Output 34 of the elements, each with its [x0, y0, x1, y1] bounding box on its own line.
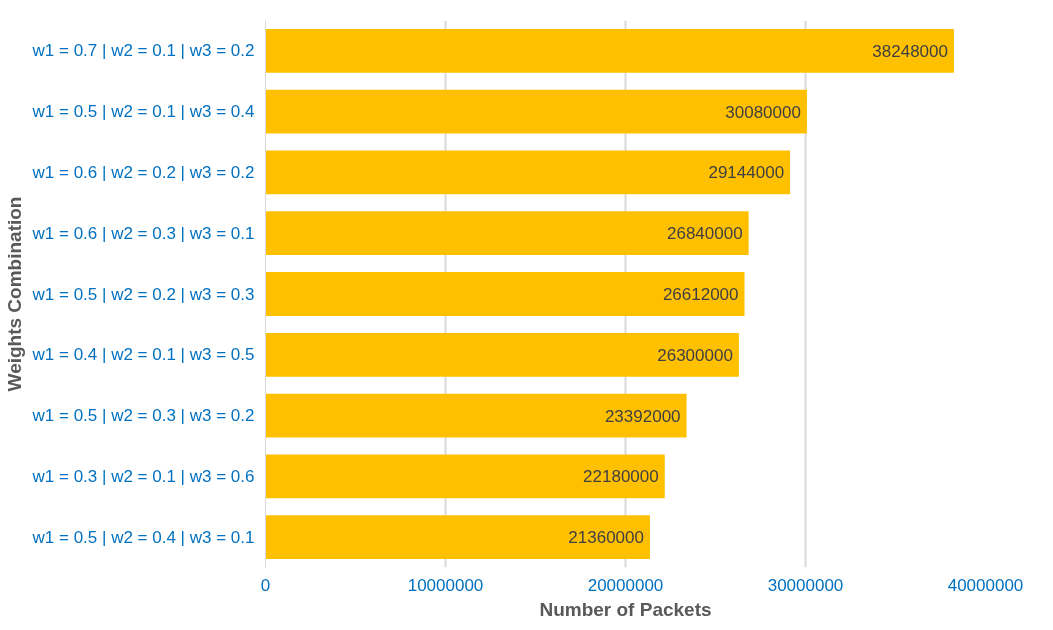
- x-tick-label: 40000000: [947, 575, 1024, 595]
- data-label: 38248000: [872, 41, 948, 61]
- bar: [265, 150, 791, 195]
- y-tick-label: w1 = 0.7 | w2 = 0.1 | w3 = 0.2: [31, 41, 255, 61]
- data-label: 26840000: [666, 224, 743, 244]
- bar: [265, 89, 807, 134]
- data-label: 21360000: [568, 528, 644, 548]
- y-tick-label: w1 = 0.5 | w2 = 0.3 | w3 = 0.2: [31, 406, 255, 426]
- bar: [265, 272, 745, 316]
- x-tick-label: 20000000: [587, 575, 664, 595]
- bar: [265, 515, 650, 559]
- x-axis-title: Number of Packets: [539, 598, 712, 620]
- x-tick-label: 0: [260, 575, 271, 595]
- x-tick-label: 30000000: [767, 575, 844, 595]
- bar: [265, 211, 749, 256]
- y-tick-label: w1 = 0.4 | w2 = 0.1 | w3 = 0.5: [31, 345, 255, 365]
- bar: [265, 332, 739, 377]
- data-label: 22180000: [583, 467, 659, 487]
- y-tick-label: w1 = 0.6 | w2 = 0.2 | w3 = 0.2: [31, 162, 255, 182]
- data-label: 26300000: [657, 345, 733, 365]
- y-tick-label: w1 = 0.5 | w2 = 0.1 | w3 = 0.4: [31, 102, 255, 122]
- bar: [265, 29, 954, 73]
- y-tick-label: w1 = 0.3 | w2 = 0.1 | w3 = 0.6: [31, 466, 255, 486]
- y-tick-label: w1 = 0.5 | w2 = 0.2 | w3 = 0.3: [31, 284, 255, 304]
- data-label: 26612000: [662, 285, 739, 304]
- data-label: 30080000: [725, 102, 801, 122]
- bar: [265, 454, 665, 499]
- data-label: 23392000: [604, 406, 681, 426]
- bar: [265, 393, 687, 438]
- y-tick-label: w1 = 0.5 | w2 = 0.4 | w3 = 0.1: [31, 527, 255, 547]
- y-axis-title: Weights Combination: [3, 196, 25, 392]
- x-tick-label: 10000000: [407, 575, 484, 595]
- y-tick-label: w1 = 0.6 | w2 = 0.3 | w3 = 0.1: [31, 223, 255, 243]
- data-label: 29144000: [708, 163, 785, 183]
